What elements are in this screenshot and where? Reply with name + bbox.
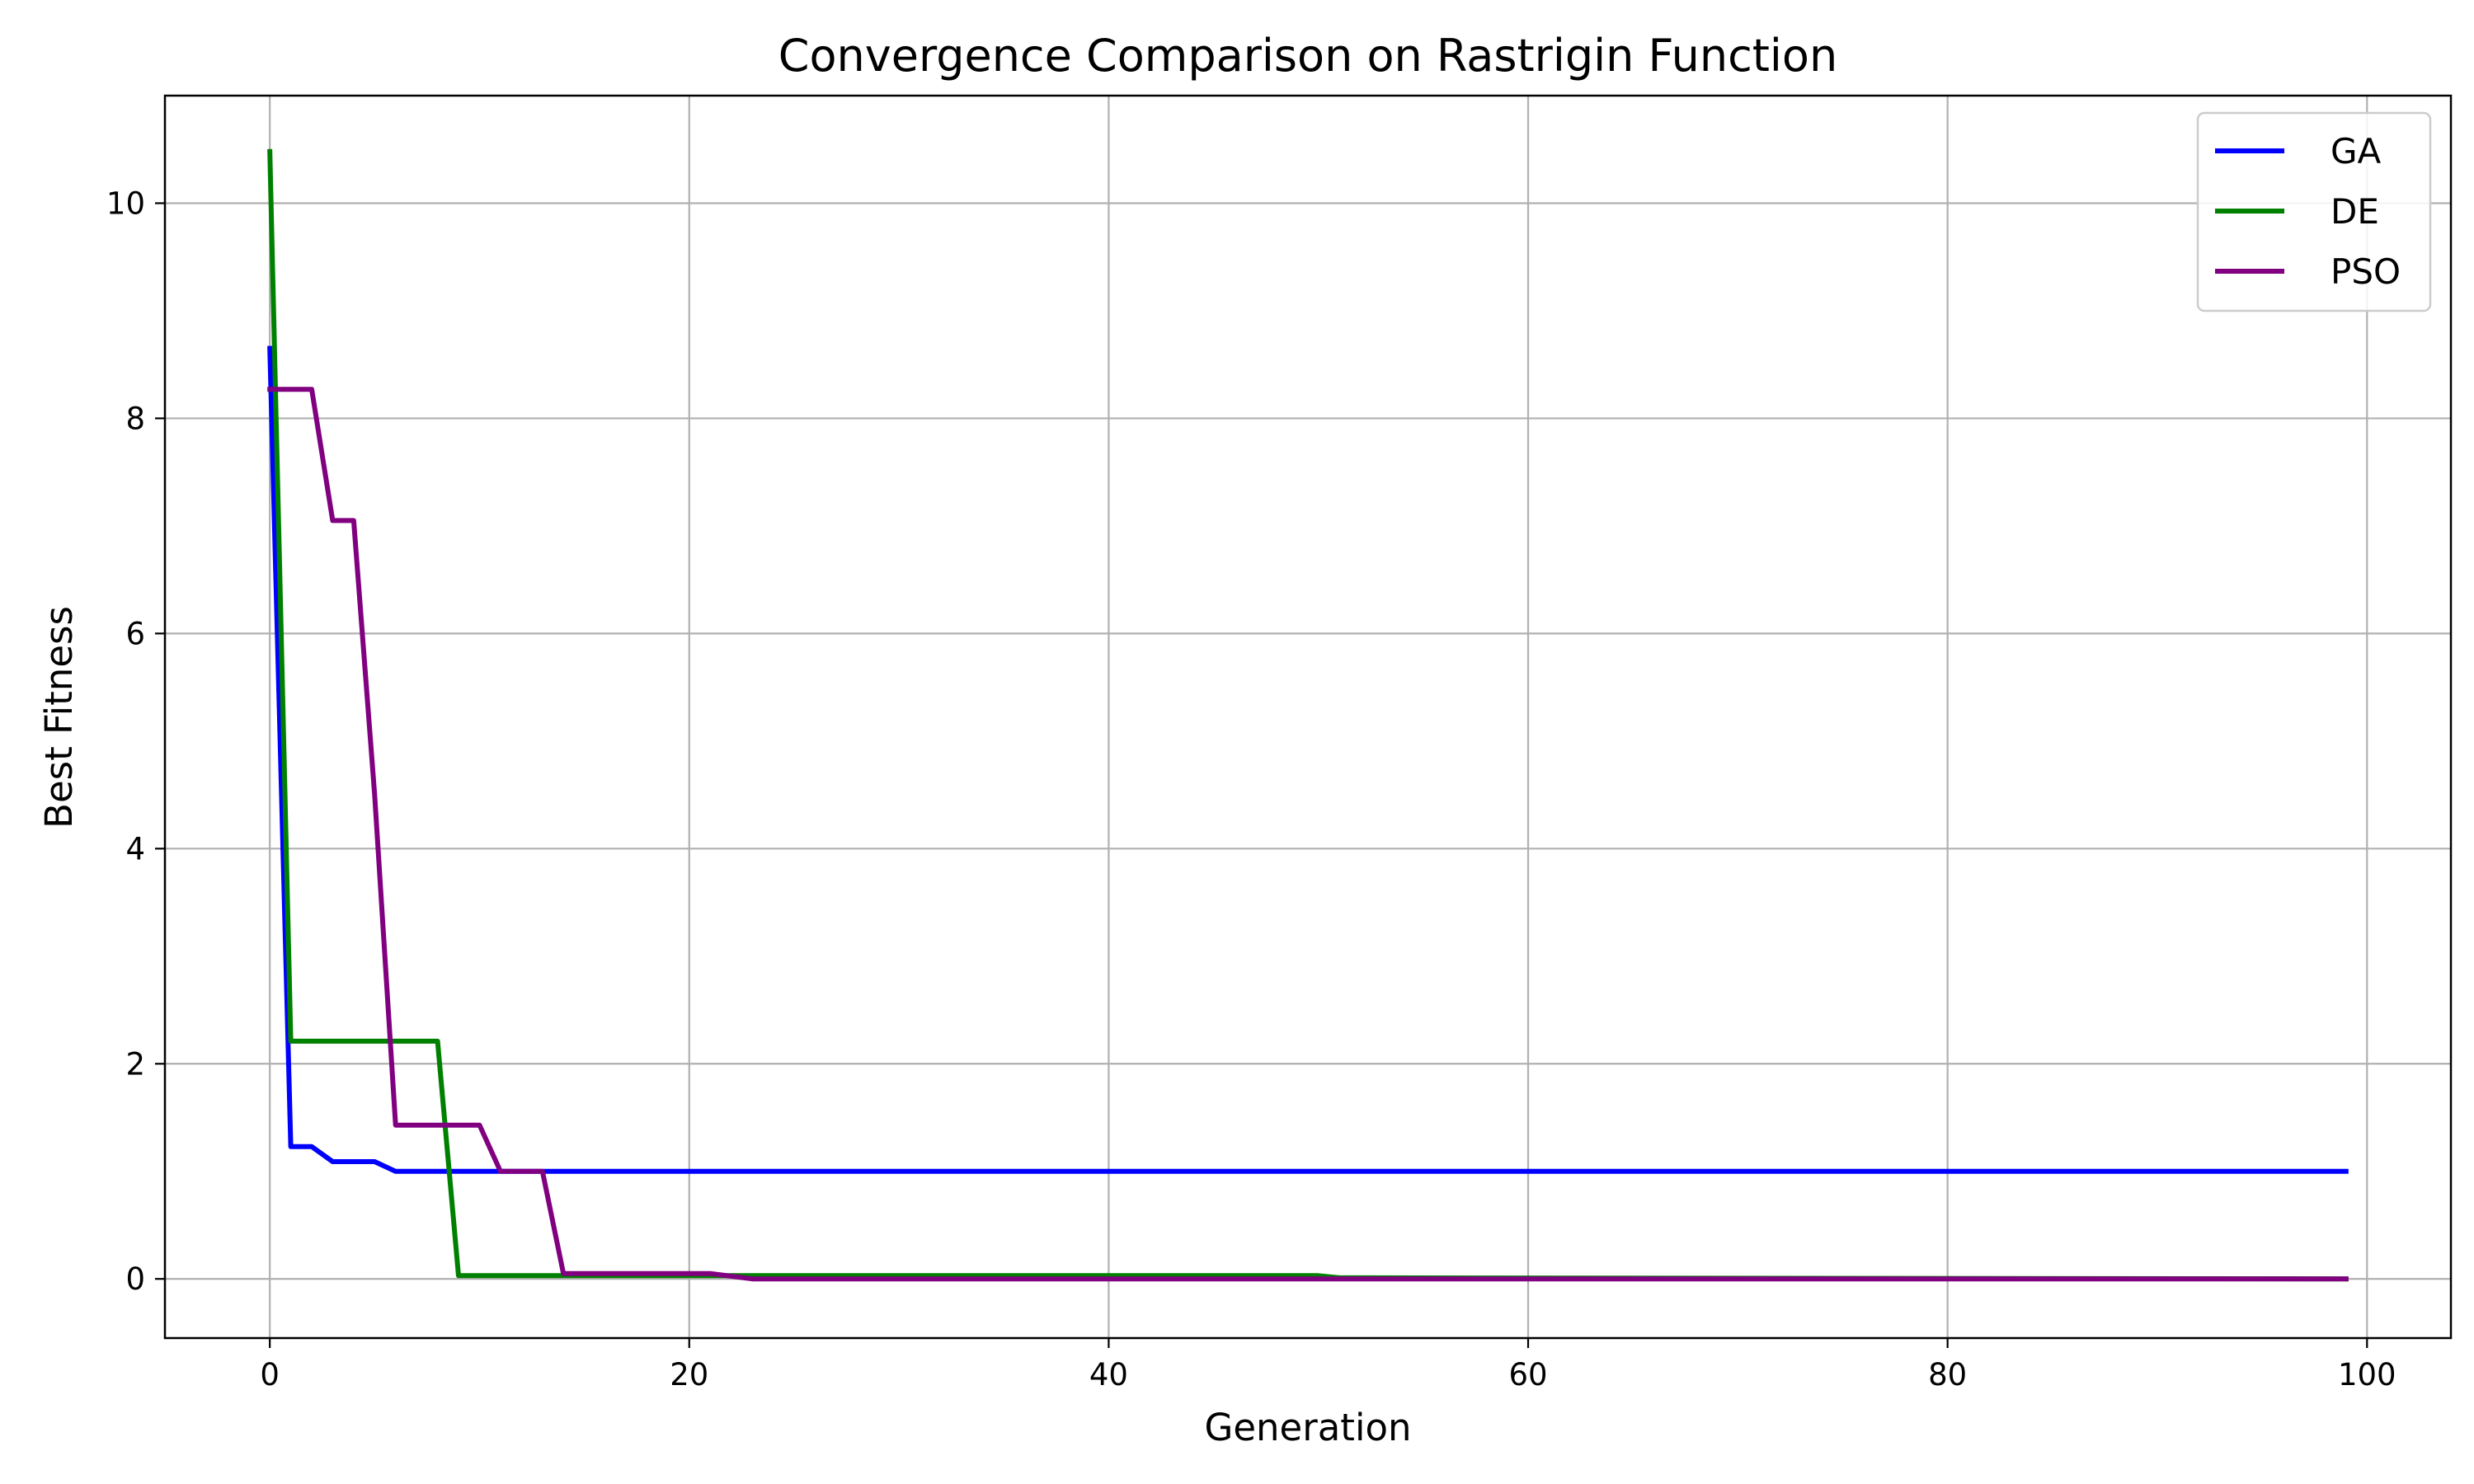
- x-axis-ticks: 0 20 40 60 80 100: [260, 1338, 2396, 1392]
- series-line-ga: [267, 345, 2349, 1174]
- y-tick-label: 0: [125, 1261, 145, 1297]
- legend-label-de: DE: [2331, 191, 2379, 232]
- y-axis-label: Best Fitness: [37, 606, 81, 829]
- y-tick-label: 6: [125, 616, 145, 651]
- y-tick-label: 4: [125, 831, 145, 866]
- chart-title: Convergence Comparison on Rastrigin Func…: [778, 30, 1837, 82]
- x-tick-label: 0: [260, 1357, 280, 1392]
- x-tick-label: 80: [1928, 1357, 1967, 1392]
- legend-label-ga: GA: [2331, 131, 2382, 171]
- series-layer: [267, 148, 2349, 1282]
- x-tick-label: 60: [1508, 1357, 1547, 1392]
- x-axis-label: Generation: [1204, 1406, 1411, 1449]
- x-tick-label: 40: [1089, 1357, 1128, 1392]
- y-tick-label: 2: [125, 1046, 145, 1082]
- legend: GA DE PSO: [2196, 111, 2432, 312]
- plot-area-frame: [163, 94, 2453, 1340]
- legend-label-pso: PSO: [2331, 251, 2401, 292]
- legend-box: [2196, 111, 2432, 312]
- y-axis-ticks: 0 2 4 6 8 10: [106, 186, 165, 1297]
- x-tick-label: 100: [2338, 1357, 2396, 1392]
- x-tick-label: 20: [670, 1357, 708, 1392]
- series-line-pso: [267, 387, 2349, 1282]
- y-tick-label: 8: [125, 401, 145, 436]
- series-line-de: [267, 148, 2349, 1282]
- y-tick-label: 10: [106, 186, 145, 221]
